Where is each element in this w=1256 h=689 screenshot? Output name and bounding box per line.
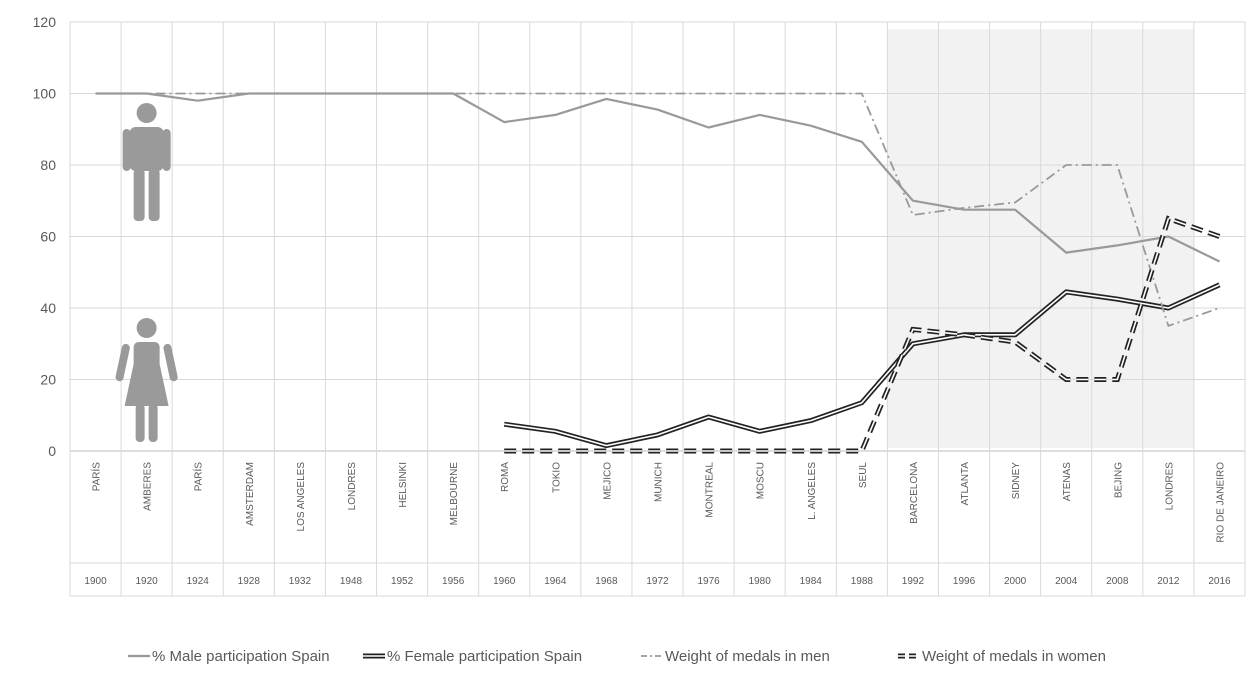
category-label: AMBERES (143, 462, 154, 511)
y-tick-label: 20 (40, 372, 56, 388)
category-label: L. ANGELES (807, 462, 818, 520)
category-label: ROMA (500, 462, 511, 492)
y-tick-label: 120 (33, 14, 57, 30)
male-figure-icon (122, 103, 171, 221)
category-label: MELBOURNE (449, 462, 460, 526)
year-label: 2000 (1004, 576, 1027, 587)
legend-item: Weight of medals in men (641, 648, 830, 665)
category-label: HELSINKI (398, 462, 409, 508)
series-line-inner (504, 284, 1220, 447)
year-label: 1952 (391, 576, 414, 587)
legend: % Male participation Spain % Female parti… (0, 645, 1256, 675)
year-label: 1988 (851, 576, 874, 587)
category-label: LOS ANGELES (296, 462, 307, 532)
category-label: ATENAS (1062, 462, 1073, 502)
year-label: 1976 (697, 576, 720, 587)
year-label: 2016 (1208, 576, 1231, 587)
year-label: 1956 (442, 576, 465, 587)
legend-label: Weight of medals in women (922, 648, 1106, 665)
category-label: LONDRES (1164, 462, 1175, 511)
category-label: PARÍS (192, 462, 205, 492)
category-label: MEJICO (602, 462, 613, 500)
y-tick-label: 100 (33, 86, 57, 102)
category-label: MUNICH (654, 462, 665, 502)
legend-item: Weight of medals in women (898, 648, 1106, 665)
year-label: 1980 (749, 576, 772, 587)
female-figure-icon (115, 318, 178, 442)
category-label: PARÍS (90, 462, 103, 492)
year-label: 1920 (136, 576, 159, 587)
year-label: 1964 (544, 576, 567, 587)
category-label: ATLANTA (960, 462, 971, 506)
year-label: 1992 (902, 576, 925, 587)
year-label: 1932 (289, 576, 312, 587)
year-label: 1924 (187, 576, 210, 587)
category-label: SIDNEY (1011, 462, 1022, 500)
category-label: BARCELONA (909, 462, 920, 524)
category-label: MONTREAL (705, 462, 716, 518)
category-label: BEJING (1113, 462, 1124, 498)
legend-label: Weight of medals in men (665, 648, 830, 665)
year-label: 1900 (84, 576, 107, 587)
year-label: 1928 (238, 576, 261, 587)
category-label: LONDRES (347, 462, 358, 511)
y-tick-label: 40 (40, 300, 56, 316)
year-label: 1948 (340, 576, 363, 587)
series-line (95, 92, 1220, 328)
legend-label: % Male participation Spain (152, 648, 330, 665)
category-label: SEUL (858, 462, 869, 489)
series-1 (503, 282, 1221, 449)
series-2 (95, 92, 1220, 328)
y-tick-label: 80 (40, 157, 56, 173)
y-tick-label: 60 (40, 229, 56, 245)
year-label: 1960 (493, 576, 516, 587)
year-label: 2004 (1055, 576, 1078, 587)
year-label: 2012 (1157, 576, 1180, 587)
year-label: 2008 (1106, 576, 1129, 587)
y-tick-label: 0 (48, 443, 56, 459)
legend-item: % Female participation Spain (363, 648, 582, 665)
legend-item: % Male participation Spain (128, 648, 330, 665)
year-label: 1996 (953, 576, 976, 587)
legend-label: % Female participation Spain (387, 648, 582, 665)
year-label: 1984 (800, 576, 823, 587)
series-3 (504, 215, 1221, 454)
year-label: 1972 (646, 576, 669, 587)
year-label: 1968 (595, 576, 618, 587)
category-label: RIO DE JANEIRO (1215, 462, 1226, 543)
category-label: MOSCU (756, 462, 767, 499)
category-label: TOKIO (551, 462, 562, 493)
category-label: AMSTERDAM (245, 462, 256, 526)
series-line-inner (504, 217, 1220, 452)
